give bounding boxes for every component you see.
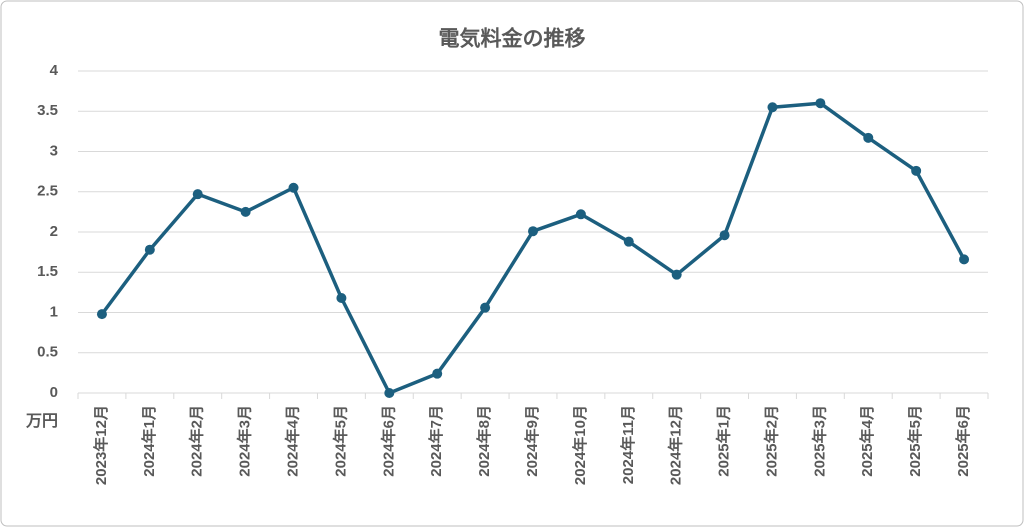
y-tick-label: 1.5 xyxy=(37,263,58,280)
y-tick-label: 3.5 xyxy=(37,102,58,119)
y-tick-label: 4 xyxy=(50,62,59,79)
y-tick-label: 0.5 xyxy=(37,344,58,361)
y-tick-label: 1 xyxy=(50,303,58,320)
x-tick-label: 2024年12月 xyxy=(667,405,685,485)
x-tick-label: 2024年2月 xyxy=(188,405,206,477)
x-tick-label: 2024年4月 xyxy=(283,405,301,477)
y-unit-label: 万円 xyxy=(25,412,58,430)
data-point xyxy=(288,182,299,193)
x-tick-label: 2025年5月 xyxy=(906,405,924,477)
x-tick-label: 2024年1月 xyxy=(140,405,158,477)
x-tick-label: 2024年5月 xyxy=(331,405,349,477)
x-tick-label: 2024年6月 xyxy=(379,405,397,477)
x-tick-label: 2024年10月 xyxy=(571,405,589,485)
x-tick-label: 2024年11月 xyxy=(619,405,637,484)
y-tick-label: 3 xyxy=(50,142,58,159)
chart-title: 電気料金の推移 xyxy=(439,27,586,51)
x-tick-label: 2025年1月 xyxy=(715,405,733,477)
data-point xyxy=(240,206,251,217)
data-point xyxy=(767,102,778,113)
x-tick-label: 2025年3月 xyxy=(810,405,828,477)
data-point xyxy=(959,254,970,265)
data-point xyxy=(192,189,203,200)
x-tick-label: 2024年3月 xyxy=(236,405,254,477)
y-tick-label: 2 xyxy=(50,223,58,240)
data-point xyxy=(671,269,682,280)
data-point xyxy=(719,230,730,241)
data-point xyxy=(336,293,347,304)
x-tick-label: 2025年4月 xyxy=(858,405,876,477)
y-tick-label: 0 xyxy=(50,384,58,401)
x-tick-label: 2023年12月 xyxy=(92,405,110,485)
x-tick-label: 2024年9月 xyxy=(523,405,541,477)
y-tick-label: 2.5 xyxy=(37,183,58,200)
data-point xyxy=(384,388,395,398)
data-point xyxy=(96,309,107,320)
data-point xyxy=(815,98,826,109)
data-point xyxy=(911,165,922,176)
x-tick-label: 2025年6月 xyxy=(954,405,972,477)
x-tick-label: 2024年8月 xyxy=(475,405,493,477)
data-point xyxy=(863,132,874,143)
data-point xyxy=(528,226,538,237)
data-point xyxy=(144,244,155,255)
x-tick-label: 2025年2月 xyxy=(762,405,780,477)
data-point xyxy=(432,368,443,379)
data-point xyxy=(623,236,634,247)
x-tick-label: 2024年7月 xyxy=(427,405,445,477)
data-point xyxy=(575,209,586,220)
data-point xyxy=(480,302,491,313)
